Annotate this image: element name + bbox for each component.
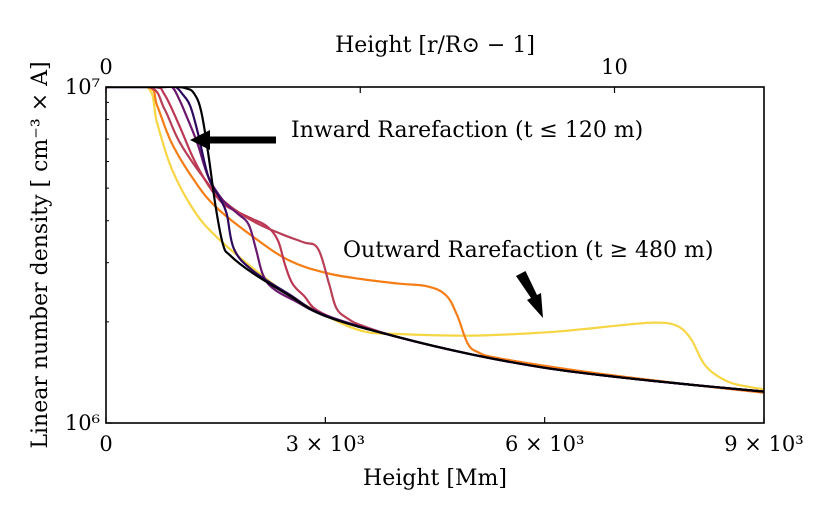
y-axis-label: Linear number density [ cm⁻³ × A] <box>28 61 53 448</box>
inward-arrow <box>190 130 276 150</box>
top-x-tick-label: 10 <box>601 55 628 79</box>
x-tick-label: 3 × 10³ <box>286 432 365 456</box>
y-tick-label: 10⁶ <box>65 411 100 435</box>
outward-rarefaction-annotation: Outward Rarefaction (t ≥ 480 m) <box>343 238 713 263</box>
x-tick-label: 6 × 10³ <box>505 432 584 456</box>
x-tick-label: 9 × 10³ <box>724 432 803 456</box>
inward-rarefaction-annotation: Inward Rarefaction (t ≤ 120 m) <box>291 118 643 143</box>
top-x-axis-label: Height [r/R⊙ − 1] <box>335 33 535 58</box>
outward-arrow <box>516 271 543 318</box>
x-tick-label: 0 <box>99 432 112 456</box>
plot-frame <box>105 86 765 424</box>
tick-layer: 0 3 × 10³ 6 × 10³ 9 × 10³ 0 10 10⁶ 10⁷ <box>65 55 804 456</box>
y-tick-label: 10⁷ <box>65 75 100 99</box>
x-axis-label: Height [Mm] <box>363 466 507 491</box>
series-line-t5 <box>106 87 764 394</box>
series-line-t6 <box>106 87 764 391</box>
top-x-tick-label: 0 <box>99 55 112 79</box>
